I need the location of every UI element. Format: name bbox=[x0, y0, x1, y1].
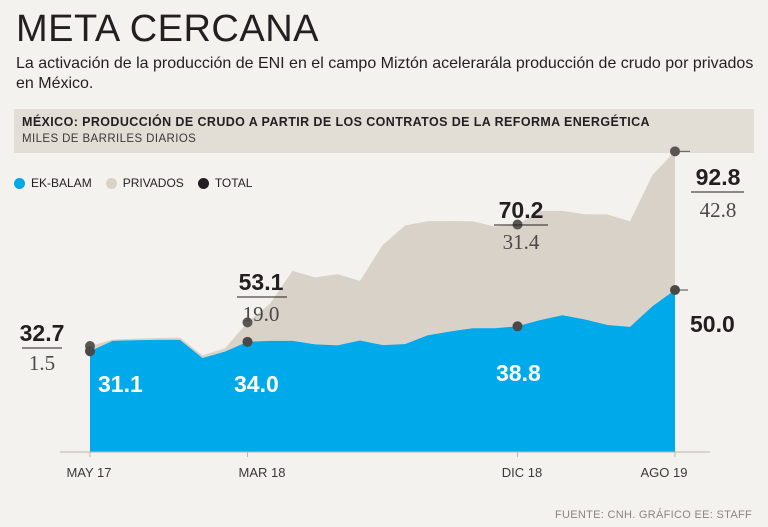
total-value-label: 53.1 bbox=[239, 269, 284, 295]
total-value-label: 32.7 bbox=[20, 320, 65, 346]
x-tick-label: MAR 18 bbox=[239, 465, 286, 480]
total-value-label: 70.2 bbox=[499, 197, 544, 223]
legend-item-total: TOTAL bbox=[197, 176, 253, 190]
page-title: META CERCANA bbox=[16, 8, 320, 50]
ek-balam-value-label: 50.0 bbox=[690, 311, 735, 337]
x-tick-label: MAY 17 bbox=[66, 465, 111, 480]
legend-label-privados: PRIVADOS bbox=[122, 176, 184, 190]
x-tick-label: DIC 18 bbox=[502, 465, 542, 480]
ek-balam-area bbox=[90, 290, 675, 452]
privados-value-label: 31.4 bbox=[503, 230, 540, 254]
legend-item-privados: PRIVADOS bbox=[105, 176, 184, 190]
legend-swatch-total bbox=[197, 177, 209, 189]
total-marker bbox=[242, 317, 253, 328]
privados-value-label: 1.5 bbox=[29, 351, 55, 375]
total-value-label: 92.8 bbox=[696, 164, 741, 190]
legend: EK-BALAM PRIVADOS TOTAL bbox=[14, 176, 252, 190]
ek-balam-marker bbox=[85, 346, 95, 357]
chart-title: MÉXICO: PRODUCCIÓN DE CRUDO A PARTIR DE … bbox=[22, 115, 650, 129]
legend-swatch-privados bbox=[105, 177, 117, 189]
chart-header-band: MÉXICO: PRODUCCIÓN DE CRUDO A PARTIR DE … bbox=[14, 109, 754, 153]
legend-item-ek-balam: EK-BALAM bbox=[14, 176, 92, 190]
chart-unit: MILES DE BARRILES DIARIOS bbox=[22, 133, 197, 145]
privados-value-label: 19.0 bbox=[243, 302, 280, 326]
legend-swatch-ek-balam bbox=[14, 177, 25, 189]
ek-balam-value-label: 38.8 bbox=[496, 360, 541, 386]
legend-label-ek-balam: EK-BALAM bbox=[31, 176, 92, 190]
x-tick-label: AGO 19 bbox=[641, 465, 688, 480]
ek-balam-value-label: 34.0 bbox=[234, 371, 279, 397]
privados-value-label: 42.8 bbox=[700, 198, 737, 222]
source-note: FUENTE: CNH. GRÁFICO EE: STAFF bbox=[554, 509, 752, 521]
page-subtitle: La activación de la producción de ENI en… bbox=[16, 55, 754, 92]
ek-balam-marker bbox=[512, 321, 523, 332]
ek-balam-marker bbox=[242, 336, 253, 347]
ek-balam-value-label: 31.1 bbox=[98, 371, 143, 397]
legend-label-total: TOTAL bbox=[214, 176, 253, 190]
